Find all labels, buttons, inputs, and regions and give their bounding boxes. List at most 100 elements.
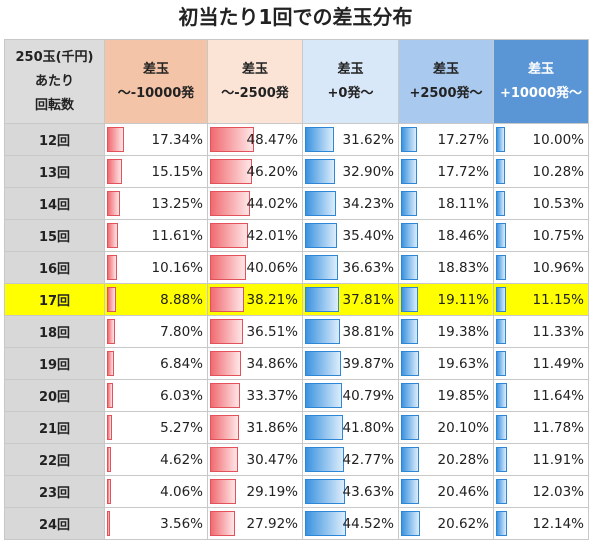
percent-cell: 44.02%: [207, 187, 303, 220]
percent-value: 11.33%: [532, 323, 584, 340]
percent-bar: [496, 223, 506, 248]
percent-value: 36.51%: [246, 323, 298, 340]
percent-bar: [107, 415, 113, 440]
percent-bar: [107, 127, 124, 152]
percent-value: 32.90%: [342, 163, 394, 180]
column-header-3: 差玉 +0発～: [302, 39, 399, 124]
percent-cell: 20.46%: [398, 475, 494, 508]
percent-cell: 31.86%: [207, 411, 303, 444]
percent-value: 15.15%: [151, 163, 203, 180]
percent-cell: 36.51%: [207, 315, 303, 348]
percent-bar: [401, 255, 418, 280]
percent-bar: [496, 159, 506, 184]
row-label: 14回: [4, 187, 105, 220]
percent-cell: 37.81%: [302, 283, 399, 316]
percent-bar: [107, 159, 122, 184]
percent-bar: [210, 479, 237, 504]
percent-value: 20.28%: [437, 451, 489, 468]
percent-bar: [210, 159, 252, 184]
percent-cell: 31.62%: [302, 123, 399, 156]
percent-bar: [496, 255, 506, 280]
row-label: 22回: [4, 443, 105, 476]
percent-bar: [305, 351, 342, 376]
percent-value: 30.47%: [246, 451, 298, 468]
percent-value: 48.47%: [246, 131, 298, 148]
percent-bar: [401, 415, 420, 440]
percent-value: 19.85%: [437, 387, 489, 404]
percent-cell: 20.28%: [398, 443, 494, 476]
percent-value: 44.52%: [342, 515, 394, 532]
percent-value: 6.03%: [160, 387, 203, 404]
percent-cell: 8.88%: [104, 283, 208, 316]
row-label: 20回: [4, 379, 105, 412]
percent-value: 19.63%: [437, 355, 489, 372]
percent-bar: [107, 319, 115, 344]
percent-cell: 38.21%: [207, 283, 303, 316]
percent-bar: [107, 447, 112, 472]
percent-bar: [107, 191, 120, 216]
percent-value: 38.81%: [342, 323, 394, 340]
percent-value: 31.86%: [246, 419, 298, 436]
percent-value: 34.86%: [246, 355, 298, 372]
percent-bar: [401, 159, 417, 184]
percent-value: 12.14%: [532, 515, 584, 532]
header-row: 250玉(千円) あたり 回転数 差玉 ～-10000発 差玉 ～-2500発 …: [4, 39, 589, 124]
percent-bar: [210, 319, 243, 344]
percent-cell: 10.16%: [104, 251, 208, 284]
percent-value: 18.83%: [437, 259, 489, 276]
percent-value: 10.75%: [532, 227, 584, 244]
table-row: 23回 4.06% 29.19% 43.63% 20.46% 12.03%: [4, 475, 589, 508]
row-label: 15回: [4, 219, 105, 252]
row-label: 16回: [4, 251, 105, 284]
percent-bar: [401, 191, 418, 216]
percent-value: 11.61%: [151, 227, 203, 244]
percent-value: 34.23%: [342, 195, 394, 212]
percent-cell: 46.20%: [207, 155, 303, 188]
percent-value: 20.46%: [437, 483, 489, 500]
percent-cell: 33.37%: [207, 379, 303, 412]
percent-value: 11.78%: [532, 419, 584, 436]
percent-cell: 12.03%: [493, 475, 589, 508]
percent-value: 39.87%: [342, 355, 394, 372]
percent-value: 10.00%: [532, 131, 584, 148]
percent-cell: 10.96%: [493, 251, 589, 284]
percent-bar: [107, 287, 116, 312]
percent-bar: [305, 159, 336, 184]
percent-cell: 6.84%: [104, 347, 208, 380]
row-label: 18回: [4, 315, 105, 348]
percent-bar: [496, 351, 507, 376]
row-label: 19回: [4, 347, 105, 380]
percent-bar: [496, 383, 507, 408]
percent-cell: 34.86%: [207, 347, 303, 380]
percent-cell: 11.91%: [493, 443, 589, 476]
percent-value: 27.92%: [246, 515, 298, 532]
percent-bar: [305, 415, 344, 440]
row-label: 24回: [4, 507, 105, 540]
percent-cell: 41.80%: [302, 411, 399, 444]
percent-cell: 18.46%: [398, 219, 494, 252]
percent-cell: 13.25%: [104, 187, 208, 220]
percent-cell: 5.27%: [104, 411, 208, 444]
percent-cell: 4.62%: [104, 443, 208, 476]
percent-bar: [401, 127, 417, 152]
percent-bar: [496, 479, 507, 504]
percent-cell: 42.01%: [207, 219, 303, 252]
percent-value: 11.91%: [532, 451, 584, 468]
percent-value: 46.20%: [246, 163, 298, 180]
column-header-line: ～-2500発: [221, 85, 289, 101]
percent-bar: [305, 319, 341, 344]
percent-cell: 42.77%: [302, 443, 399, 476]
corner-line-1: 250玉(千円): [15, 49, 94, 65]
percent-cell: 11.64%: [493, 379, 589, 412]
percent-cell: 40.06%: [207, 251, 303, 284]
percent-cell: 11.33%: [493, 315, 589, 348]
percent-bar: [496, 447, 507, 472]
percent-value: 5.27%: [160, 419, 203, 436]
percent-value: 11.64%: [532, 387, 584, 404]
column-header-1: 差玉 ～-10000発: [104, 39, 208, 124]
percent-cell: 6.03%: [104, 379, 208, 412]
percent-bar: [305, 383, 343, 408]
percent-value: 18.11%: [437, 195, 489, 212]
table-row: 17回 8.88% 38.21% 37.81% 19.11% 11.15%: [4, 283, 589, 316]
percent-value: 42.01%: [246, 227, 298, 244]
